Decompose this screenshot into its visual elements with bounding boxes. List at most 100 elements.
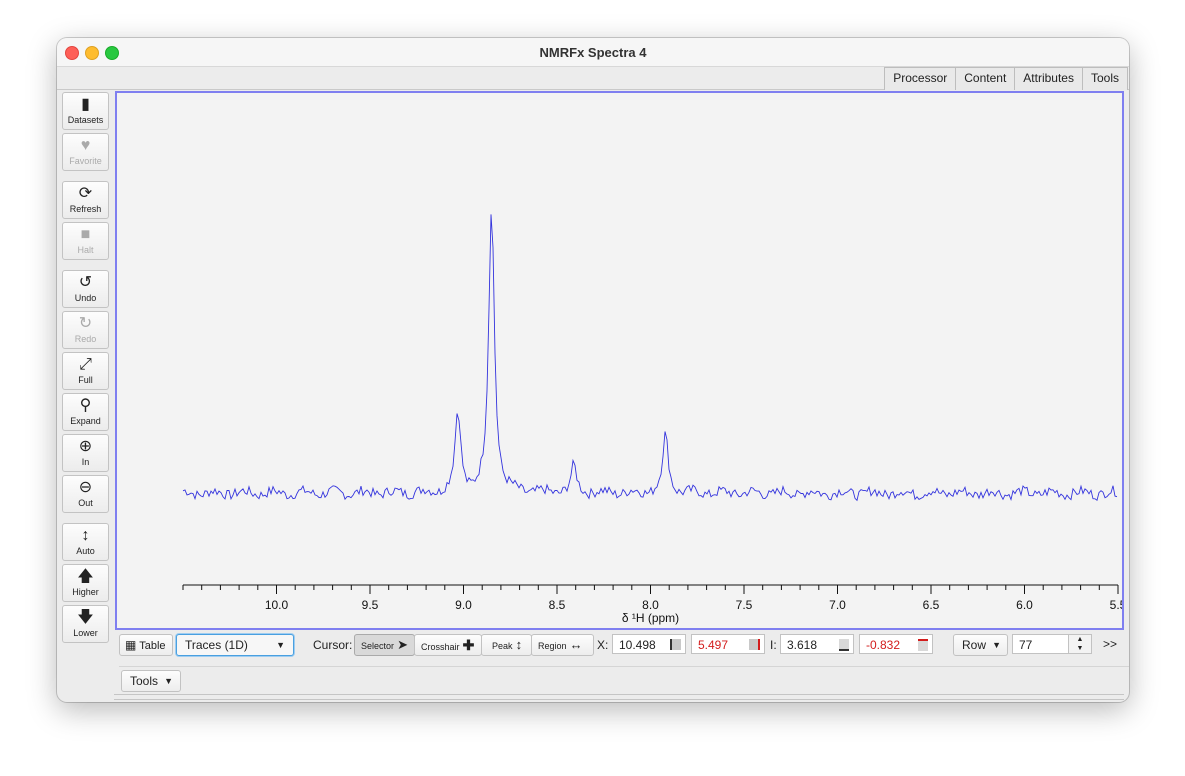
row-select[interactable]: Row ▼ bbox=[953, 634, 1008, 656]
tab-attributes[interactable]: Attributes bbox=[1014, 67, 1083, 90]
sidebar-expand-button[interactable]: ⚲ Expand bbox=[62, 393, 109, 431]
expand-arrows-icon: ⤢ bbox=[79, 356, 92, 373]
x1-value: 10.498 bbox=[619, 638, 656, 652]
sidebar-in-button[interactable]: ⊕ In bbox=[62, 434, 109, 472]
chevron-down-icon: ▼ bbox=[276, 640, 285, 650]
sidebar-out-button[interactable]: ⊖ Out bbox=[62, 475, 109, 513]
vertical-arrows-icon: ↕ bbox=[515, 637, 523, 652]
cursor-peak-button[interactable]: Peak ↕ bbox=[481, 634, 532, 656]
x-axis-tick-label: 6.0 bbox=[1016, 598, 1033, 612]
sidebar-button-label: Undo bbox=[74, 293, 97, 303]
color-swatch-icon[interactable] bbox=[918, 639, 928, 651]
sidebar-datasets-button[interactable]: ▮ Datasets bbox=[62, 92, 109, 130]
app-window: NMRFx Spectra 4 Processor Content Attrib… bbox=[57, 38, 1129, 702]
row-select-label: Row bbox=[962, 638, 987, 652]
row-spinner[interactable]: 77 ▲ ▼ bbox=[1012, 634, 1092, 654]
title-bar: NMRFx Spectra 4 bbox=[57, 38, 1129, 67]
sidebar-auto-button[interactable]: ↕ Auto bbox=[62, 523, 109, 561]
vertical-arrows-icon: ↕ bbox=[81, 527, 90, 544]
minimize-button[interactable] bbox=[85, 46, 99, 60]
cursor-region-button[interactable]: Region ↔ bbox=[531, 634, 594, 656]
chevron-down-icon: ▼ bbox=[992, 640, 1001, 650]
x-axis-tick-label: 7.0 bbox=[829, 598, 846, 612]
x1-field[interactable]: 10.498 bbox=[612, 634, 686, 654]
chevron-down-icon: ▼ bbox=[164, 676, 173, 686]
zoom-button[interactable] bbox=[105, 46, 119, 60]
spectrum-plot: 10.0 9.5 9.0 8.5 8.0 7.5 7.0 6.5 6.0 5.5 δ ¹H (ppm… bbox=[182, 214, 1122, 625]
arrow-up-icon: 🡅 bbox=[77, 568, 94, 585]
sidebar-button-label: Halt bbox=[77, 245, 94, 255]
cursor-peak-label: Peak bbox=[492, 641, 513, 651]
bottom-divider bbox=[114, 694, 1124, 700]
x-axis-tick-label: 6.5 bbox=[923, 598, 940, 612]
x-axis-tick-label: 9.0 bbox=[455, 598, 472, 612]
tab-tools[interactable]: Tools bbox=[1081, 67, 1128, 90]
sidebar-lower-button[interactable]: 🡇 Lower bbox=[62, 605, 109, 643]
bottom-toolbar: ▦ Table Traces (1D) ▼ Cursor: Selector ➤… bbox=[119, 632, 1129, 660]
sidebar-full-button[interactable]: ⤢ Full bbox=[62, 352, 109, 390]
tools-row: Tools ▼ bbox=[119, 666, 1129, 695]
i1-field[interactable]: 3.618 bbox=[780, 634, 854, 654]
pointer-icon: ➤ bbox=[397, 637, 408, 652]
sidebar-button-label: Expand bbox=[70, 416, 101, 426]
cursor-selector-button[interactable]: Selector ➤ bbox=[354, 634, 415, 656]
horizontal-arrows-icon: ↔ bbox=[569, 637, 583, 652]
sidebar-button-label: In bbox=[81, 457, 90, 467]
arrow-down-icon: 🡇 bbox=[77, 609, 94, 626]
sidebar-redo-button[interactable]: ↻ Redo bbox=[62, 311, 109, 349]
i2-value: -0.832 bbox=[866, 638, 901, 652]
sidebar-button-label: Full bbox=[78, 375, 93, 385]
tab-content[interactable]: Content bbox=[955, 67, 1016, 90]
zoom-out-icon: ⊖ bbox=[78, 479, 93, 496]
plus-icon: ✚ bbox=[462, 637, 475, 653]
x-axis-tick-label: 5.5 bbox=[1110, 598, 1122, 612]
tools-menu-label: Tools bbox=[130, 674, 159, 688]
sidebar-button-label: Refresh bbox=[69, 204, 102, 214]
tab-processor[interactable]: Processor bbox=[884, 67, 957, 90]
sidebar-halt-button[interactable]: ■ Halt bbox=[62, 222, 109, 260]
x-label: X: bbox=[597, 638, 609, 652]
cursor-selector-label: Selector bbox=[361, 641, 395, 651]
color-swatch-icon[interactable] bbox=[839, 639, 849, 651]
row-spinner-value: 77 bbox=[1019, 638, 1033, 652]
cursor-region-label: Region bbox=[538, 641, 567, 651]
overflow-chevron-icon[interactable]: >> bbox=[1103, 637, 1118, 651]
color-swatch-icon[interactable] bbox=[670, 639, 681, 650]
x2-value: 5.497 bbox=[698, 638, 729, 652]
x2-field[interactable]: 5.497 bbox=[691, 634, 765, 654]
color-swatch-icon[interactable] bbox=[749, 639, 760, 650]
stepper-arrows-icon[interactable]: ▲ ▼ bbox=[1068, 635, 1091, 653]
left-toolbar: ▮ Datasets ♥ Favorite ⟳ Refresh ■ Halt ↺ Undo ↻ Red… bbox=[60, 92, 110, 652]
stop-icon: ■ bbox=[80, 226, 91, 243]
x-axis-tick-label: 7.5 bbox=[736, 598, 753, 612]
top-tab-row: Processor Content Attributes Tools bbox=[57, 67, 1129, 90]
table-button-label: Table bbox=[139, 640, 166, 652]
x-axis-tick-label: 8.5 bbox=[549, 598, 566, 612]
intensity-label: I: bbox=[770, 638, 777, 652]
x-axis-tick-label: 10.0 bbox=[265, 598, 289, 612]
i1-value: 3.618 bbox=[787, 638, 818, 652]
sidebar-button-label: Datasets bbox=[67, 115, 104, 125]
redo-icon: ↻ bbox=[78, 315, 93, 332]
table-button[interactable]: ▦ Table bbox=[119, 634, 173, 656]
spectrum-trace bbox=[182, 214, 1118, 502]
mode-select[interactable]: Traces (1D) ▼ bbox=[176, 634, 294, 656]
file-icon: ▮ bbox=[81, 96, 90, 113]
spectrum-canvas[interactable]: 10.0 9.5 9.0 8.5 8.0 7.5 7.0 6.5 6.0 5.5 δ ¹H (ppm… bbox=[115, 91, 1124, 630]
heart-icon: ♥ bbox=[80, 137, 91, 154]
sidebar-refresh-button[interactable]: ⟳ Refresh bbox=[62, 181, 109, 219]
table-icon: ▦ bbox=[125, 638, 137, 652]
sidebar-button-label: Auto bbox=[76, 546, 95, 556]
refresh-icon: ⟳ bbox=[78, 185, 93, 202]
close-button[interactable] bbox=[65, 46, 79, 60]
undo-icon: ↺ bbox=[78, 274, 93, 291]
sidebar-undo-button[interactable]: ↺ Undo bbox=[62, 270, 109, 308]
tools-menu-button[interactable]: Tools ▼ bbox=[121, 670, 181, 692]
cursor-crosshair-button[interactable]: Crosshair ✚ bbox=[414, 634, 482, 656]
cursor-label: Cursor: bbox=[313, 638, 353, 652]
sidebar-higher-button[interactable]: 🡅 Higher bbox=[62, 564, 109, 602]
i2-field[interactable]: -0.832 bbox=[859, 634, 933, 654]
sidebar-button-label: Lower bbox=[73, 628, 98, 638]
window-title: NMRFx Spectra 4 bbox=[539, 45, 647, 60]
sidebar-favorite-button[interactable]: ♥ Favorite bbox=[62, 133, 109, 171]
